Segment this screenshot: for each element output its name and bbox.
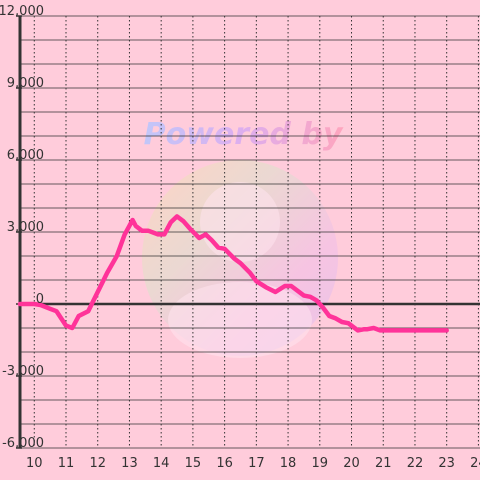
- x-tick-label: 21: [375, 456, 392, 471]
- x-tick-label: 19: [312, 456, 329, 471]
- y-tick-label: 6,000: [7, 148, 44, 163]
- x-tick-label: 11: [58, 456, 75, 471]
- x-tick-label: 12: [89, 456, 106, 471]
- x-tick-label: 10: [26, 456, 43, 471]
- y-tick-label: 12,000: [0, 4, 44, 19]
- series: [17, 214, 449, 333]
- x-tick-label: 24: [470, 456, 480, 471]
- y-tick-label: -6,000: [2, 436, 44, 451]
- grid: [20, 15, 480, 449]
- x-tick-label: 13: [121, 456, 138, 471]
- x-tick-label: 20: [343, 456, 360, 471]
- series-line: [17, 214, 449, 333]
- x-tick-label: 17: [248, 456, 265, 471]
- x-tick-label: 23: [438, 456, 455, 471]
- y-tick-label: 3,000: [7, 220, 44, 235]
- y-tick-label: 0: [36, 292, 44, 307]
- y-tick-label: -3,000: [2, 364, 44, 379]
- watermark-figure-body: [168, 282, 312, 358]
- y-tick-labels: -6,000 -3,000 0 3,000 6,000 9,000 12,000: [0, 4, 44, 451]
- y-tick-label: 9,000: [7, 76, 44, 91]
- x-tick-label: 15: [185, 456, 202, 471]
- x-tick-label: 22: [407, 456, 424, 471]
- watermark: Powered by: [142, 117, 344, 358]
- watermark-figure-head: [200, 182, 280, 262]
- x-tick-label: 18: [280, 456, 297, 471]
- x-tick-labels: 10 11 12 13 14 15 16 17 18 19 20 21 22 23 24: [26, 456, 480, 471]
- watermark-text: Powered by: [144, 117, 344, 152]
- axes: [16, 15, 480, 449]
- x-tick-label: 14: [153, 456, 170, 471]
- x-tick-label: 16: [216, 456, 233, 471]
